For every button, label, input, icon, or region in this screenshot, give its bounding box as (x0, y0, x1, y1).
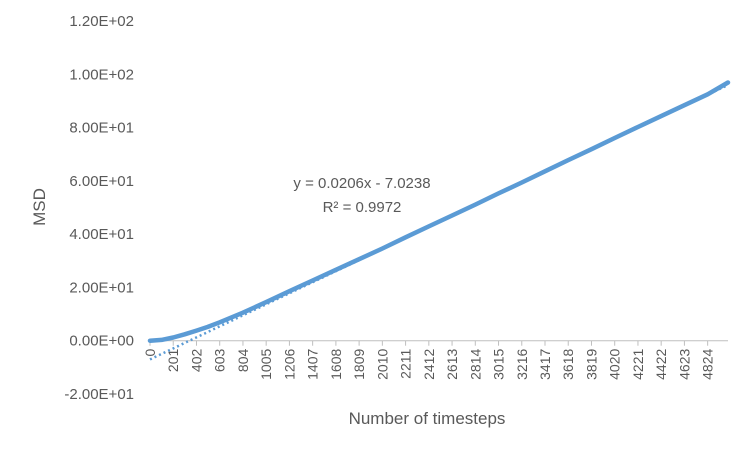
x-tick-label: 201 (165, 349, 181, 373)
x-tick-label: 1407 (305, 349, 321, 380)
x-tick-label: 2814 (467, 349, 483, 380)
x-tick-labels: 0 201 402 603 804 1005 1206 1407 1608 1809 2010 221… (142, 340, 716, 380)
y-tick-label: 1.20E+02 (69, 13, 134, 30)
x-tick-label: 1005 (258, 349, 274, 380)
trendline-layer (149, 83, 729, 361)
x-axis-title: Number of timesteps (349, 409, 506, 428)
y-tick-label: 2.00E+01 (69, 279, 134, 296)
x-tick-label: 1608 (328, 349, 344, 380)
x-tick-label: 4824 (700, 349, 716, 380)
y-axis-title: MSD (30, 188, 49, 226)
x-tick-label: 4422 (653, 349, 669, 380)
x-tick-label: 804 (235, 349, 251, 373)
x-tick-label: 2211 (398, 349, 414, 379)
x-tick-label: 603 (212, 349, 228, 373)
trendline-r-squared: R² = 0.9972 (323, 199, 402, 216)
y-tick-labels: -2.00E+01 0.00E+00 2.00E+01 4.00E+01 6.00E+0… (64, 13, 134, 403)
y-tick-label: 1.00E+02 (69, 66, 134, 83)
trendline (149, 83, 729, 361)
x-tick-label: 3618 (560, 349, 576, 380)
x-tick-label: 2412 (421, 349, 437, 380)
x-tick-label: 2010 (374, 349, 390, 380)
trendline-equation: y = 0.0206x - 7.0238 (293, 175, 430, 192)
y-tick-label: 8.00E+01 (69, 120, 134, 137)
x-tick-label: 1809 (351, 349, 367, 380)
series-layer (147, 80, 731, 343)
y-tick-label: 6.00E+01 (69, 173, 134, 190)
y-tick-label: 0.00E+00 (69, 333, 134, 350)
x-tick-label: 1206 (281, 349, 297, 380)
x-tick-label: 4623 (676, 349, 692, 380)
y-tick-label: 4.00E+01 (69, 226, 134, 243)
x-tick-label: 3216 (514, 349, 530, 380)
x-tick-label: 4020 (607, 349, 623, 380)
x-tick-label: 4221 (630, 349, 646, 380)
series-line (147, 80, 731, 343)
x-tick-label: 2613 (444, 349, 460, 380)
x-tick-label: 0 (142, 349, 158, 357)
x-tick-label: 3417 (537, 349, 553, 380)
x-tick-label: 402 (188, 349, 204, 373)
y-tick-label: -2.00E+01 (64, 386, 134, 403)
x-tick-label: 3819 (583, 349, 599, 380)
x-tick-label: 3015 (491, 349, 507, 380)
